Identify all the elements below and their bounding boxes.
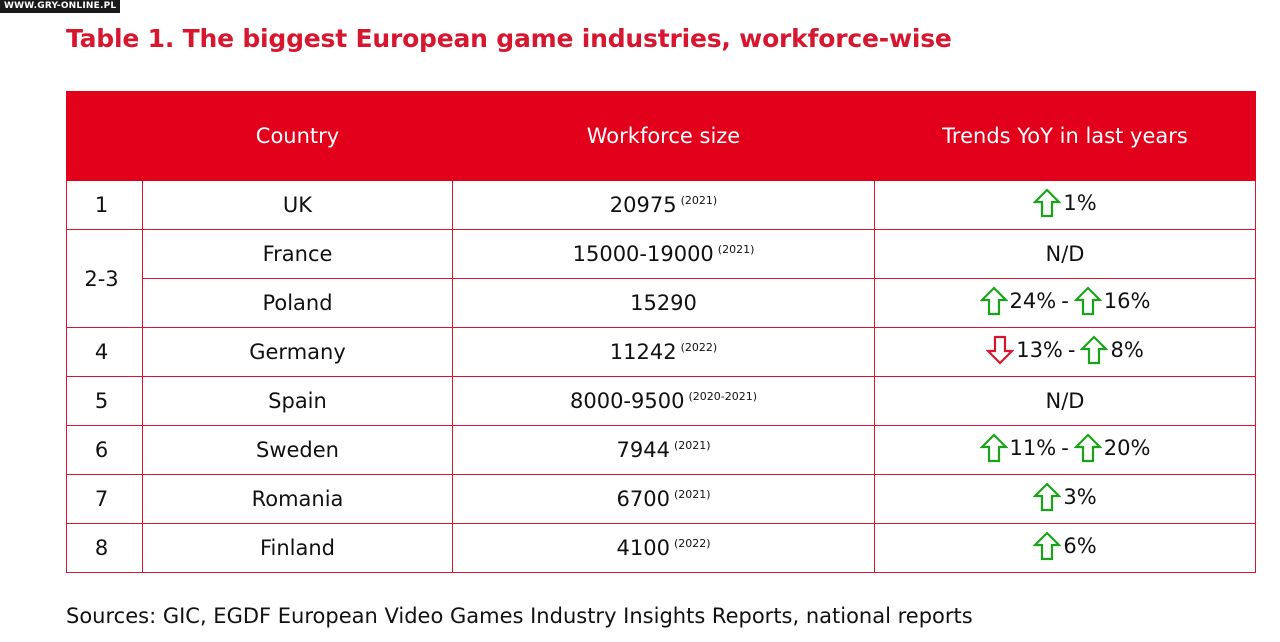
country-cell: Romania	[142, 474, 453, 524]
trend-cell: N/D	[874, 376, 1256, 426]
trend-nd: N/D	[1045, 242, 1085, 266]
rank-cell: 2-3	[66, 229, 143, 328]
watermark: WWW.GRY-ONLINE.PL	[0, 0, 121, 13]
country-cell: Sweden	[142, 425, 453, 475]
table-row: 6 Sweden 7944 (2021) 11% - 20%	[66, 425, 1256, 475]
workforce-cell: 8000-9500 (2020-2021)	[452, 376, 875, 426]
header-country: Country	[142, 91, 453, 181]
year-note: (2021)	[717, 243, 755, 256]
workforce-value: 15290	[630, 291, 697, 315]
workforce-cell: 11242 (2022)	[452, 327, 875, 377]
trend-value: 20%	[1103, 435, 1151, 460]
workforce-cell: 20975 (2021)	[452, 180, 875, 230]
arrow-up-icon	[1073, 432, 1102, 463]
table-row: 1 UK 20975 (2021) 1%	[66, 180, 1256, 230]
table-row: Poland 15290 24% - 16%	[67, 278, 1256, 328]
arrow-up-icon	[1033, 530, 1062, 561]
arrow-up-icon	[979, 432, 1008, 463]
arrow-up-icon	[1033, 187, 1062, 218]
year-note: (2022)	[673, 537, 711, 550]
workforce-value: 4100	[616, 536, 670, 560]
trend-cell: 1%	[874, 180, 1256, 230]
trend-cell: 11% - 20%	[874, 425, 1256, 475]
sources-note: Sources: GIC, EGDF European Video Games …	[66, 604, 973, 628]
workforce-value: 15000-19000	[572, 242, 714, 266]
trend-value: 13%	[1016, 337, 1063, 362]
trend-value: 1%	[1063, 190, 1097, 215]
page-title: Table 1. The biggest European game indus…	[66, 24, 952, 53]
workforce-cell: 15000-19000 (2021)	[452, 229, 875, 279]
country-cell: Finland	[142, 523, 453, 573]
workforce-cell: 4100 (2022)	[452, 523, 875, 573]
country-cell: Germany	[142, 327, 453, 377]
table-row: 4 Germany 11242 (2022) 13% - 8%	[66, 327, 1256, 377]
table-header-row: Country Workforce size Trends YoY in las…	[66, 91, 1256, 181]
rank-cell: 8	[66, 523, 143, 573]
trend-value: 6%	[1063, 533, 1097, 558]
table-row: 2-3 France 15000-19000 (2021) N/D	[66, 229, 1256, 328]
trend-cell: 24% - 16%	[874, 278, 1256, 328]
arrow-up-icon	[1033, 481, 1062, 512]
rank-cell: 7	[66, 474, 143, 524]
trend-value: 8%	[1110, 337, 1144, 362]
rank-cell: 4	[66, 327, 143, 377]
trend-separator: -	[1061, 288, 1069, 313]
trend-separator: -	[1061, 435, 1069, 460]
trend-cell: 6%	[874, 523, 1256, 573]
arrow-down-icon	[986, 335, 1015, 365]
workforce-value: 8000-9500	[569, 389, 685, 413]
workforce-table: Country Workforce size Trends YoY in las…	[66, 91, 1256, 573]
trend-nd: N/D	[1045, 389, 1085, 413]
country-cell: France	[142, 229, 453, 279]
trend-cell: 3%	[874, 474, 1256, 524]
table-row: 5 Spain 8000-9500 (2020-2021) N/D	[66, 376, 1256, 426]
trend-separator: -	[1067, 337, 1076, 362]
header-trends: Trends YoY in last years	[874, 91, 1256, 181]
country-cell: UK	[142, 180, 453, 230]
header-workforce: Workforce size	[452, 91, 875, 181]
rank-cell: 1	[66, 180, 143, 230]
trend-value: 16%	[1103, 288, 1151, 313]
year-note: (2021)	[673, 488, 711, 501]
workforce-cell: 7944 (2021)	[452, 425, 875, 475]
arrow-up-icon	[1080, 334, 1109, 365]
country-cell: Poland	[142, 278, 453, 328]
table-row: 7 Romania 6700 (2021) 3%	[66, 474, 1256, 524]
year-note: (2022)	[680, 341, 718, 354]
country-cell: Spain	[142, 376, 453, 426]
trend-value: 24%	[1009, 288, 1057, 313]
workforce-value: 11242	[609, 340, 677, 364]
rank-cell: 6	[66, 425, 143, 475]
header-rank	[66, 91, 143, 181]
year-note: (2021)	[680, 194, 718, 207]
rank-cell: 5	[66, 376, 143, 426]
year-note: (2021)	[673, 439, 711, 452]
workforce-cell: 6700 (2021)	[452, 474, 875, 524]
arrow-up-icon	[979, 285, 1008, 316]
workforce-value: 7944	[616, 438, 670, 462]
trend-value: 3%	[1063, 484, 1097, 509]
workforce-value: 6700	[616, 487, 670, 511]
trend-cell: N/D	[874, 229, 1256, 279]
trend-value: 11%	[1009, 435, 1057, 460]
year-note: (2020-2021)	[688, 390, 757, 403]
workforce-cell: 15290	[452, 278, 875, 328]
workforce-value: 20975	[609, 193, 677, 217]
table-row: 8 Finland 4100 (2022) 6%	[66, 523, 1256, 573]
arrow-up-icon	[1073, 285, 1102, 316]
trend-cell: 13% - 8%	[874, 327, 1256, 377]
